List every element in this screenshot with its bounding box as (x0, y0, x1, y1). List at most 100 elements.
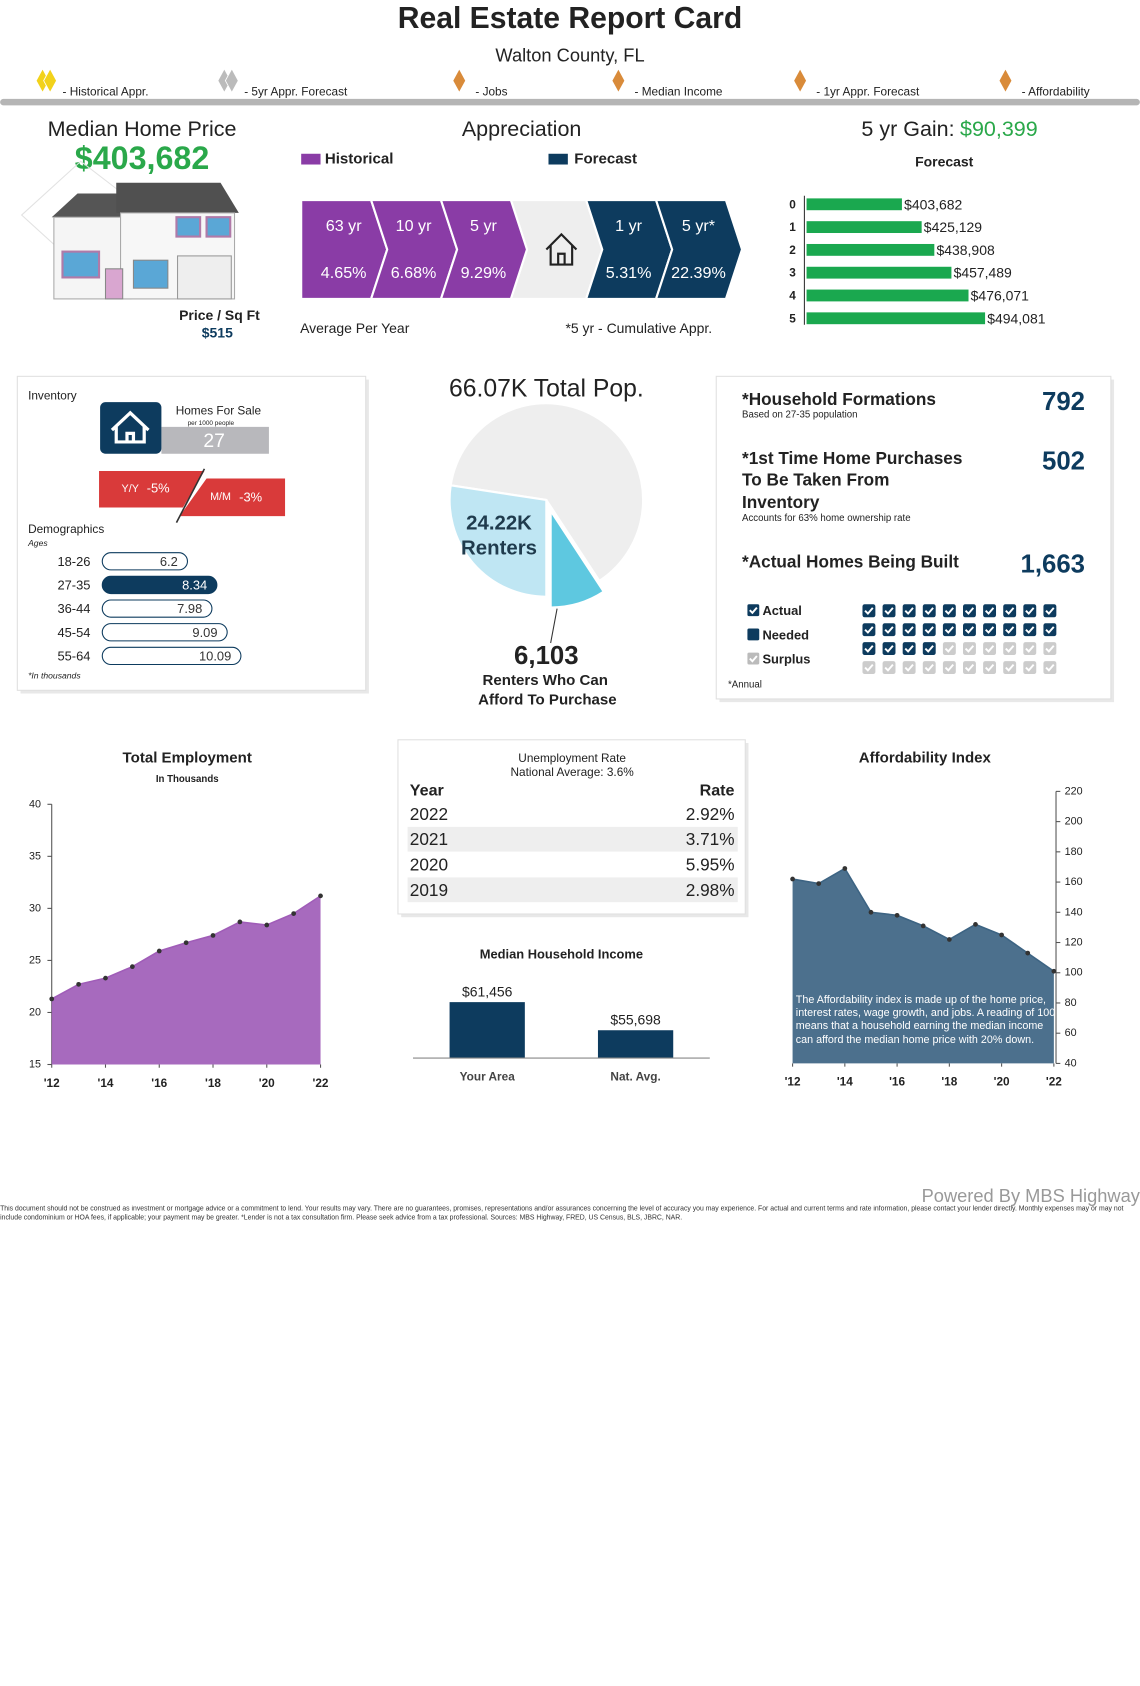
legend-icon (452, 67, 467, 94)
waffle-check (864, 626, 874, 634)
legend-box (747, 628, 760, 641)
rate-label: 5.31% (606, 264, 652, 282)
point (816, 881, 822, 886)
period-label: 1 yr (615, 217, 642, 235)
forecast-subtitle: Forecast (915, 153, 974, 169)
yy-label: Y/Y (122, 483, 139, 495)
waffle-check (985, 607, 995, 616)
waffle-box (902, 661, 916, 674)
waffle-box (963, 642, 976, 656)
point (790, 876, 795, 882)
unemployment-subtitle: National Average: 3.6% (511, 765, 635, 779)
waffle-box (1023, 642, 1037, 656)
point (130, 964, 135, 970)
note: Average Per Year (300, 320, 410, 336)
category-label: Nat. Avg. (610, 1069, 660, 1083)
value-label: $457,489 (954, 265, 1012, 281)
x-tick-label: '14 (98, 1076, 114, 1090)
legend-label: - Median Income (635, 84, 723, 98)
value-label: $476,071 (971, 287, 1029, 303)
waffle-box (882, 642, 896, 656)
waffle-check (1005, 664, 1015, 672)
waffle-box (942, 604, 956, 618)
legend-label: Forecast (574, 151, 637, 168)
y-tick-label: 140 (1065, 906, 1083, 918)
category-label: 1 (789, 220, 796, 234)
column-header: Year (410, 781, 445, 799)
value-label: 7.98 (177, 601, 202, 616)
brand: Powered By MBS Highway (922, 1185, 1140, 1206)
waffle-check (1005, 607, 1015, 616)
waffle-box (1043, 642, 1057, 656)
x-tick-label: '16 (889, 1075, 905, 1089)
item-value: 1,663 (1020, 551, 1085, 579)
employment-subtitle: In Thousands (156, 774, 219, 785)
waffle-check (924, 664, 934, 672)
y-tick-label: 35 (29, 850, 41, 862)
value-label: 10.09 (199, 648, 231, 663)
waffle-check (964, 607, 975, 616)
category-label: 18-26 (57, 554, 90, 569)
waffle-check (884, 607, 894, 616)
appreciation-title: Appreciation (462, 117, 582, 141)
category-label: 27-35 (57, 577, 90, 592)
waffle-check (884, 664, 894, 672)
area-fill (51, 895, 321, 1065)
waffle-box (1043, 623, 1057, 637)
forecast-title: 5 yr Gain: $90,399 (861, 117, 1037, 141)
waffle-box (1003, 661, 1017, 674)
waffle-box (963, 623, 976, 637)
item-note: Based on 27-35 population (742, 410, 857, 421)
category-label: 2 (789, 243, 796, 257)
pie-slice (449, 402, 645, 583)
bar (806, 289, 969, 302)
waffle-box (983, 642, 997, 656)
inventory-title: Inventory (28, 389, 77, 403)
table-cell: 2019 (410, 880, 448, 900)
legend-icon (224, 67, 239, 94)
point (842, 866, 848, 871)
area-fill (792, 868, 1054, 1064)
household-note: *Annual (728, 679, 762, 690)
rate-label: 6.68% (391, 264, 437, 282)
waffle-check (944, 626, 954, 634)
waffle-check (1025, 645, 1035, 653)
waffle-box (1023, 623, 1037, 637)
point (318, 893, 323, 899)
category-label: 5 (789, 311, 796, 325)
x-tick-label: '18 (205, 1076, 221, 1090)
pie-slice (549, 507, 606, 609)
legend-label: Needed (762, 627, 809, 642)
waffle-box (862, 604, 876, 618)
waffle-check (904, 607, 914, 616)
waffle-box (963, 604, 976, 618)
sqft-label: Price / Sq Ft (179, 307, 260, 323)
per-label: per 1000 people (188, 420, 235, 427)
value-label: $55,698 (610, 1011, 661, 1027)
point (868, 909, 874, 915)
demographics-note: *In thousands (28, 670, 81, 680)
waffle-check (1005, 626, 1015, 634)
y-tick-label: 20 (29, 1006, 41, 1018)
y-tick-label: 40 (1065, 1057, 1077, 1069)
table-cell: 2020 (410, 855, 448, 875)
point (920, 923, 926, 929)
waffle-check (964, 664, 975, 672)
x-tick-label: '12 (785, 1075, 801, 1089)
waffle-box (983, 623, 997, 637)
chevron (654, 198, 744, 300)
period-label: 63 yr (326, 217, 362, 235)
waffle-check (944, 607, 954, 616)
demographics-title: Demographics (28, 522, 104, 536)
value-label: $425,129 (924, 219, 982, 235)
category-label: 3 (789, 266, 796, 280)
yy-box (99, 470, 205, 508)
population-title: 66.07K Total Pop. (449, 376, 644, 403)
legend-icon (43, 67, 58, 94)
item-note: Accounts for 63% home ownership rate (742, 513, 911, 524)
table-cell: 2.92% (686, 804, 735, 824)
x-tick-label: '16 (151, 1076, 167, 1090)
waffle-box (1003, 604, 1017, 618)
unemployment-title: Unemployment Rate (518, 751, 626, 765)
title: Real Estate Report Card (398, 2, 743, 35)
